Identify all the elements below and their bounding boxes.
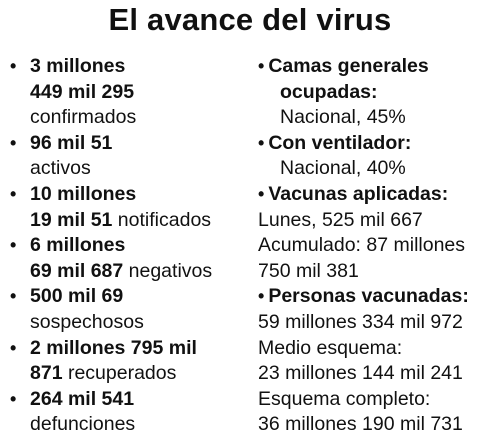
vacunas-label: Vacunas aplicadas:: [268, 182, 449, 205]
infographic-title: El avance del virus: [108, 2, 392, 37]
camas-label-2: ocupadas:: [280, 80, 378, 103]
bullet-icon: •: [10, 337, 17, 358]
esquema-completo-value: 36 millones 190 mil 731: [258, 413, 463, 436]
bullet-icon: •: [10, 132, 17, 153]
bullet-icon: •: [258, 183, 265, 204]
stat-label: defunciones: [30, 413, 136, 436]
ventilador-value: Nacional, 40%: [280, 157, 406, 180]
medio-esquema-value: 23 millones 144 mil 241: [258, 362, 463, 385]
bullet-icon: •: [10, 235, 17, 256]
bullet-icon: •: [258, 56, 265, 76]
ventilador-heading: • Con ventilador:: [258, 131, 498, 157]
ventilador-label: Con ventilador:: [268, 131, 412, 154]
stat-value: 69 mil 687: [30, 259, 124, 282]
bullet-icon: •: [258, 132, 265, 153]
bullet-icon: •: [10, 56, 17, 76]
stat-value: 871: [30, 362, 63, 385]
medio-esquema-label: Medio esquema:: [258, 336, 403, 359]
esquema-completo-label: Esquema completo:: [258, 387, 431, 410]
vacunas-lunes: Lunes, 525 mil 667: [258, 208, 423, 231]
stat-value: 500 mil 69: [30, 285, 124, 308]
stat-label: sospechosos: [30, 310, 144, 333]
stat-label: negativos: [123, 259, 213, 282]
vacunas-acumulado: Acumulado: 87 millones: [258, 234, 466, 257]
stat-recuperados: • 2 millones 795 mil 871 recuperados: [8, 336, 246, 387]
camas-label: Camas generales: [268, 55, 429, 77]
bullet-icon: •: [10, 183, 17, 204]
stat-value: 449 mil 295: [30, 80, 135, 103]
stat-label: recuperados: [62, 362, 177, 385]
stat-value: 2 millones 795 mil: [30, 336, 197, 359]
stat-value: 3 millones: [30, 55, 126, 77]
stat-defunciones: • 264 mil 541 defunciones: [8, 387, 246, 438]
bullet-icon: •: [10, 286, 17, 307]
stat-notificados: • 10 millones 19 mil 51 notificados: [8, 182, 246, 233]
stat-negativos: • 6 millones 69 mil 687 negativos: [8, 233, 246, 284]
left-stats-column: • 3 millones 449 mil 295 confirmados • 9…: [8, 54, 246, 438]
stat-confirmados: • 3 millones 449 mil 295 confirmados: [8, 54, 246, 131]
stat-value: 264 mil 541: [30, 387, 135, 410]
personas-label: Personas vacunadas:: [268, 285, 469, 308]
stat-value: 10 millones: [30, 182, 137, 205]
stat-label: confirmados: [30, 106, 137, 129]
stat-value: 96 mil 51: [30, 131, 113, 154]
personas-total: 59 millones 334 mil 972: [258, 310, 463, 333]
personas-heading: • Personas vacunadas:: [258, 284, 498, 310]
stat-value: 6 millones: [30, 234, 126, 257]
bullet-icon: •: [10, 388, 17, 409]
stat-label: activos: [30, 157, 91, 180]
camas-heading: • Camas generales: [258, 54, 498, 80]
stat-value: 19 mil 51: [30, 208, 113, 231]
vacunas-acumulado-2: 750 mil 381: [258, 259, 359, 282]
stat-sospechosos: • 500 mil 69 sospechosos: [8, 284, 246, 335]
vacunas-heading: • Vacunas aplicadas:: [258, 182, 498, 208]
camas-value: Nacional, 45%: [280, 106, 406, 129]
stat-activos: • 96 mil 51 activos: [8, 131, 246, 182]
bullet-icon: •: [258, 286, 265, 307]
right-stats-column: • Camas generales ocupadas: Nacional, 45%…: [258, 54, 498, 438]
stat-label: notificados: [112, 208, 212, 231]
